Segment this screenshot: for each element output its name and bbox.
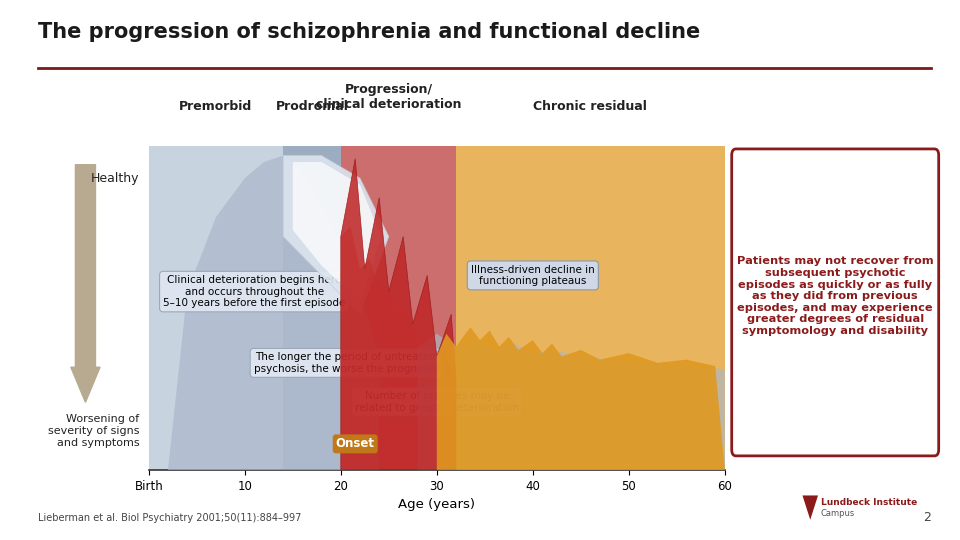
Polygon shape [341,159,456,470]
Polygon shape [437,327,725,470]
Polygon shape [283,156,389,314]
Text: Number of relapses may be
related to greater deterioration: Number of relapses may be related to gre… [355,391,518,413]
Polygon shape [168,156,379,470]
FancyBboxPatch shape [732,149,939,456]
Polygon shape [803,496,818,519]
FancyArrow shape [71,165,100,402]
Text: Illness-driven decline in
functioning plateaus: Illness-driven decline in functioning pl… [471,265,594,286]
X-axis label: Age (years): Age (years) [398,498,475,511]
Text: Prodromal: Prodromal [276,100,348,113]
Text: 2: 2 [924,511,931,524]
Text: Premorbid: Premorbid [180,100,252,113]
Text: Progression/
clinical deterioration: Progression/ clinical deterioration [316,83,462,111]
Text: Clinical deterioration begins here
and occurs throughout the
5–10 years before t: Clinical deterioration begins here and o… [163,275,346,308]
Text: Onset: Onset [336,437,374,450]
Polygon shape [341,227,456,470]
Text: Lieberman et al. Biol Psychiatry 2001;50(11):884–997: Lieberman et al. Biol Psychiatry 2001;50… [38,513,301,523]
Text: The longer the period of untreated
psychosis, the worse the prognosis: The longer the period of untreated psych… [253,352,438,374]
Polygon shape [293,162,381,301]
Text: Lundbeck Institute: Lundbeck Institute [821,498,917,507]
Text: Patients may not recover from
subsequent psychotic
episodes as quickly or as ful: Patients may not recover from subsequent… [737,256,933,336]
Polygon shape [418,334,725,470]
Text: Chronic residual: Chronic residual [534,100,647,113]
Text: Campus: Campus [821,509,855,518]
Text: The progression of schizophrenia and functional decline: The progression of schizophrenia and fun… [38,22,701,42]
Text: Healthy: Healthy [90,172,139,185]
Text: Worsening of
severity of signs
and symptoms: Worsening of severity of signs and sympt… [48,414,139,448]
